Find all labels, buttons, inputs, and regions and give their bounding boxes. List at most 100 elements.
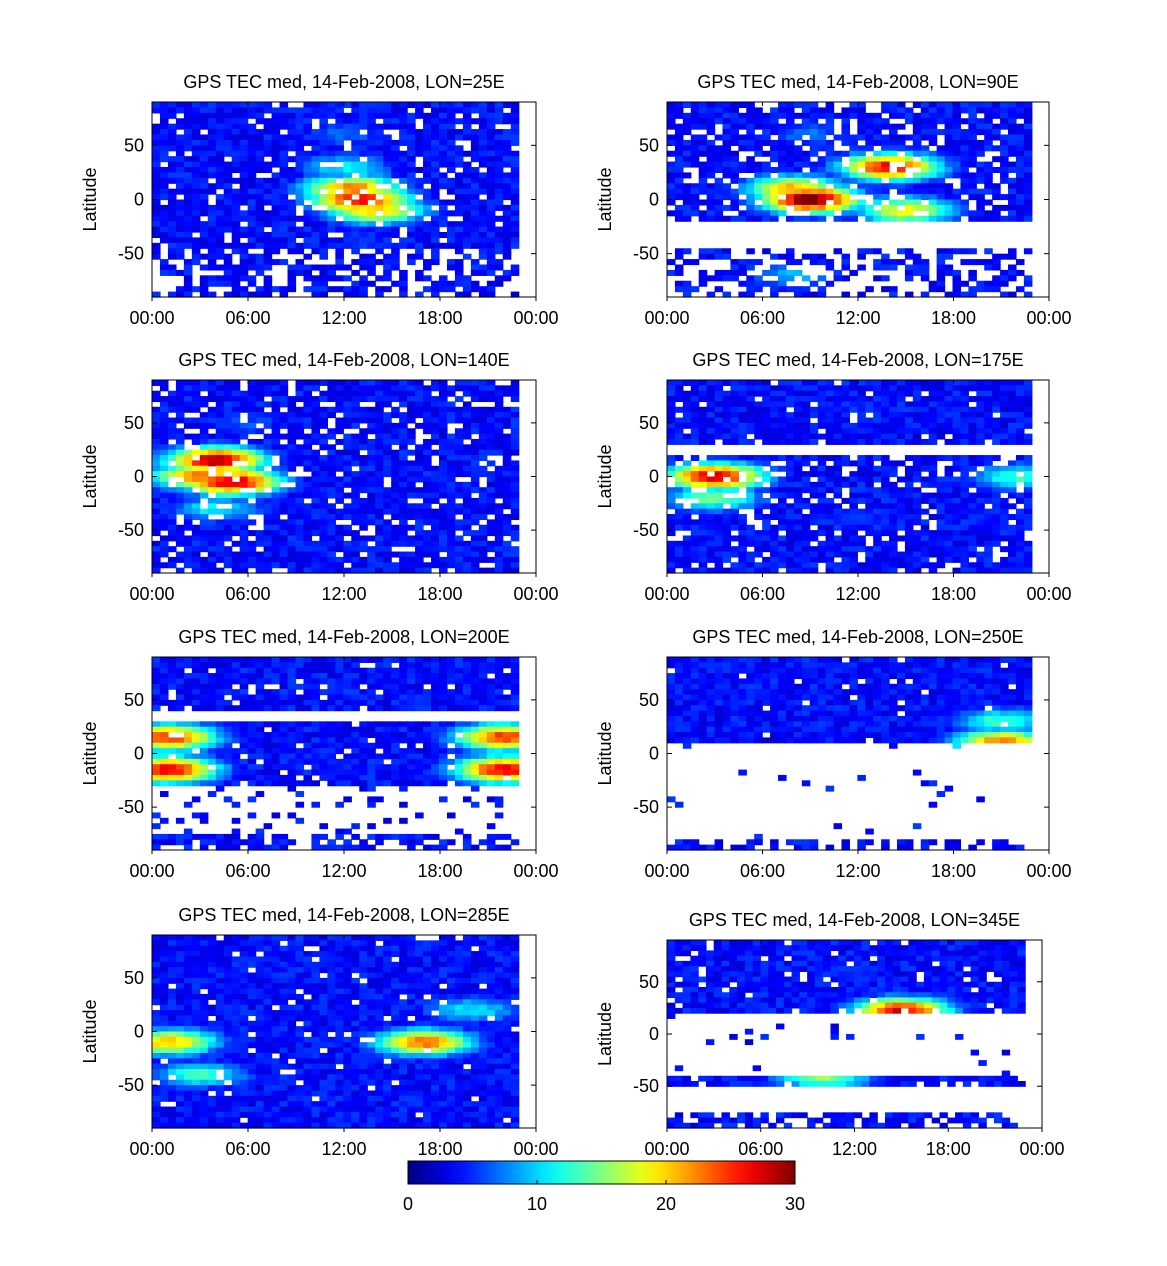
heatmap-cell xyxy=(1008,123,1017,130)
heatmap-cell xyxy=(470,417,480,424)
heatmap-cell xyxy=(247,503,257,510)
heatmap-cell xyxy=(319,129,328,136)
heatmap-cell xyxy=(992,145,1001,152)
heatmap-cell xyxy=(793,194,803,201)
heatmap-cell xyxy=(770,188,779,195)
heatmap-cell xyxy=(279,412,289,419)
heatmap-cell xyxy=(510,422,520,429)
heatmap-cell xyxy=(383,259,392,266)
heatmap-cell xyxy=(778,390,787,397)
heatmap-cell xyxy=(1023,417,1033,424)
heatmap-cell xyxy=(952,396,962,403)
heatmap-cell xyxy=(279,199,289,206)
heatmap-cell xyxy=(896,433,906,440)
heatmap-cell xyxy=(359,503,368,510)
heatmap-cell xyxy=(896,412,906,419)
heatmap-cell xyxy=(207,183,217,190)
heatmap-cell xyxy=(912,519,922,526)
heatmap-cell xyxy=(714,433,724,440)
heatmap-cell xyxy=(510,215,520,222)
heatmap-cell xyxy=(287,118,297,125)
heatmap-cell xyxy=(191,248,201,255)
heatmap-cell xyxy=(746,134,755,141)
heatmap-cell xyxy=(849,524,858,531)
heatmap-cell xyxy=(912,123,922,130)
heatmap-cell xyxy=(295,183,305,190)
heatmap-cell xyxy=(976,401,985,408)
heatmap-cell xyxy=(944,519,954,526)
heatmap-cell xyxy=(327,476,336,483)
heatmap-cell xyxy=(462,183,472,190)
heatmap-cell xyxy=(968,508,977,515)
heatmap-cell xyxy=(1015,412,1025,419)
heatmap-cell xyxy=(486,199,496,206)
heatmap-cell xyxy=(960,134,969,141)
heatmap-cell xyxy=(920,380,930,386)
heatmap-cell xyxy=(183,172,193,179)
heatmap-cell xyxy=(714,156,724,163)
heatmap-cell xyxy=(223,226,233,233)
heatmap-cell xyxy=(223,551,233,558)
heatmap-cell xyxy=(928,428,938,435)
heatmap-cell xyxy=(857,145,866,152)
heatmap-cell xyxy=(470,264,480,271)
heatmap-cell xyxy=(825,487,835,494)
heatmap-cell xyxy=(191,514,201,520)
heatmap-cell xyxy=(510,390,520,397)
heatmap-cell xyxy=(992,286,1001,293)
heatmap-cell xyxy=(343,556,352,563)
heatmap-cell xyxy=(478,188,488,195)
heatmap-cell xyxy=(207,210,217,217)
heatmap-cell xyxy=(714,269,724,276)
heatmap-cell xyxy=(287,519,297,526)
heatmap-cell xyxy=(770,112,779,119)
heatmap-cell xyxy=(841,134,850,141)
heatmap-cell xyxy=(841,417,850,424)
heatmap-cell xyxy=(407,428,416,435)
heatmap-cell xyxy=(793,508,803,515)
heatmap-cell xyxy=(255,259,265,266)
heatmap-cell xyxy=(391,215,400,222)
heatmap-cell xyxy=(1008,188,1017,195)
heatmap-cell xyxy=(231,129,241,136)
heatmap-cell xyxy=(231,248,241,255)
heatmap-cell xyxy=(849,188,858,195)
heatmap-cell xyxy=(494,487,504,494)
heatmap-cell xyxy=(801,497,811,504)
heatmap-cell xyxy=(207,385,217,392)
heatmap-cell xyxy=(478,253,488,260)
heatmap-cell xyxy=(239,232,249,239)
heatmap-cell xyxy=(271,188,281,195)
heatmap-cell xyxy=(785,156,795,163)
heatmap-cell xyxy=(825,519,835,526)
heatmap-cell xyxy=(167,291,177,298)
heatmap-cell xyxy=(454,406,464,413)
heatmap-cell xyxy=(722,497,732,504)
heatmap-cell xyxy=(327,444,336,451)
heatmap-cell xyxy=(152,497,161,504)
heatmap-cell xyxy=(359,102,368,109)
heatmap-cell xyxy=(199,524,209,531)
heatmap-cell xyxy=(486,540,496,547)
heatmap-cell xyxy=(359,455,368,462)
heatmap-cell xyxy=(407,242,416,249)
heatmap-cell xyxy=(439,492,448,499)
heatmap-cell xyxy=(976,519,985,526)
heatmap-cell xyxy=(952,390,962,397)
heatmap-cell xyxy=(287,286,297,293)
heatmap-cell xyxy=(1023,422,1033,429)
heatmap-cell xyxy=(793,188,803,195)
heatmap-cell xyxy=(415,524,424,531)
heatmap-cell xyxy=(682,406,692,413)
heatmap-cell xyxy=(960,390,969,397)
heatmap-cell xyxy=(399,269,408,276)
heatmap-cell xyxy=(191,204,201,211)
heatmap-cell xyxy=(502,417,512,424)
heatmap-cell xyxy=(825,112,835,119)
heatmap-cell xyxy=(1000,438,1009,445)
heatmap-cell xyxy=(809,188,819,195)
heatmap-cell xyxy=(367,134,376,141)
heatmap-cell xyxy=(359,546,368,553)
heatmap-cell xyxy=(231,401,241,408)
heatmap-cell xyxy=(152,177,161,184)
